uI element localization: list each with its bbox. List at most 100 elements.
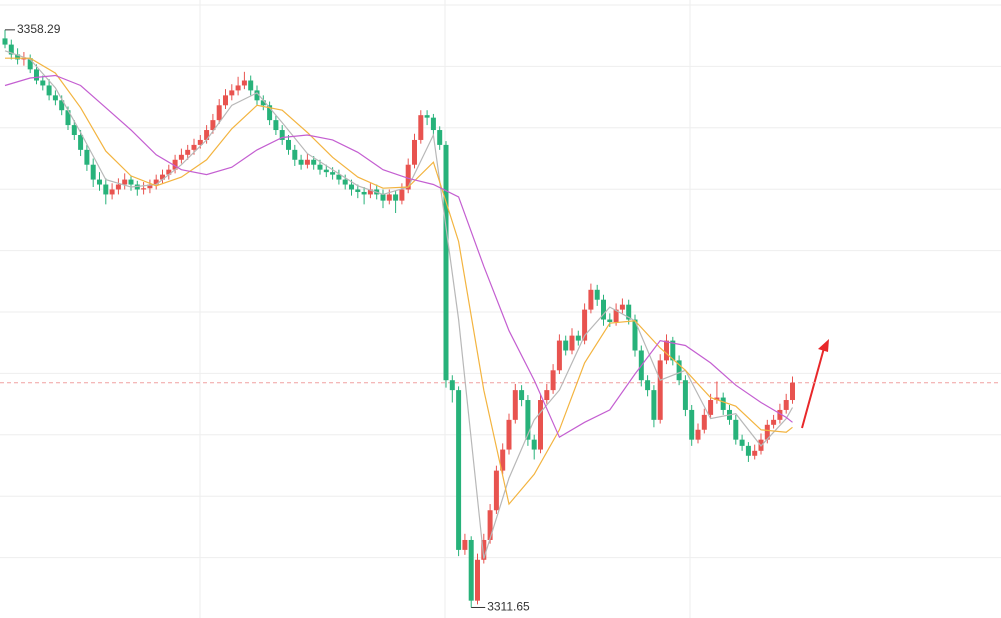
candle-body	[21, 58, 27, 60]
candle-body	[771, 419, 777, 425]
candle-body	[708, 400, 714, 415]
candle-body	[52, 95, 58, 101]
candle-body	[601, 299, 606, 320]
candle-body	[134, 184, 140, 190]
candle-body	[714, 397, 720, 401]
candle-body	[607, 319, 613, 323]
candle-body	[531, 439, 537, 450]
candle-body	[323, 169, 329, 173]
candle-body	[783, 400, 789, 410]
candle-body	[575, 335, 581, 341]
min-label: 3311.65	[487, 600, 530, 614]
candle-body	[475, 559, 480, 601]
candle-body	[330, 172, 336, 175]
candle-body	[777, 409, 783, 420]
candle-body	[160, 174, 165, 180]
candle-body	[241, 80, 247, 86]
candle-body	[468, 539, 474, 601]
candle-body	[304, 159, 310, 165]
candle-body	[115, 184, 121, 190]
candle-body	[632, 319, 638, 351]
candle-body	[90, 164, 96, 180]
candle-body	[443, 144, 449, 381]
candle-body	[380, 194, 386, 201]
candle-body	[279, 130, 285, 140]
candle-body	[682, 380, 688, 410]
candle-body	[519, 390, 525, 401]
max-label: 3358.29	[17, 22, 61, 36]
candle-body	[664, 340, 669, 361]
candle-body	[764, 424, 770, 440]
candle-body	[493, 470, 499, 511]
candle-body	[336, 174, 342, 180]
candle-body	[122, 179, 128, 185]
candle-body	[254, 90, 260, 101]
candle-body	[538, 400, 543, 450]
candle-body	[405, 164, 411, 190]
candle-body	[670, 340, 676, 361]
candle-body	[386, 194, 392, 201]
trend-arrow-head	[818, 339, 829, 352]
trend-arrow	[801, 347, 825, 429]
candle-body	[267, 105, 273, 121]
candle-body	[128, 179, 134, 185]
candle-body	[109, 189, 115, 195]
candle-body	[178, 154, 184, 160]
candle-body	[298, 159, 304, 165]
candle-body	[645, 380, 651, 391]
candle-body	[412, 139, 417, 165]
candle-body	[235, 85, 241, 91]
candle-body	[34, 69, 39, 81]
candle-body	[626, 304, 632, 320]
moving-average-line	[4, 74, 793, 439]
candle-body	[563, 340, 569, 351]
candle-body	[2, 38, 8, 45]
candle-body	[216, 105, 222, 121]
candle-body	[739, 439, 745, 446]
candle-body	[210, 120, 216, 131]
candle-body	[430, 117, 436, 131]
candle-body	[745, 445, 751, 456]
candle-body	[701, 414, 707, 430]
candle-body	[191, 144, 197, 150]
candle-body	[506, 419, 512, 450]
candle-body	[752, 450, 758, 456]
candle-body	[424, 115, 430, 118]
candle-body	[223, 95, 228, 106]
candle-body	[40, 80, 46, 86]
candle-body	[59, 100, 65, 111]
candle-body	[78, 134, 84, 150]
candle-body	[720, 397, 726, 410]
moving-average-line	[4, 50, 794, 559]
candle-body	[418, 115, 424, 140]
candle-body	[311, 159, 317, 165]
candle-body	[569, 335, 575, 351]
candle-body	[8, 44, 14, 55]
candle-body	[689, 409, 695, 440]
candle-body	[46, 85, 52, 96]
candle-body	[97, 179, 102, 185]
candle-body	[273, 120, 279, 131]
candle-body	[71, 125, 77, 135]
candle-body	[147, 184, 153, 189]
candle-body	[248, 80, 254, 91]
candle-body	[185, 149, 191, 155]
candle-body	[393, 194, 399, 201]
candle-body	[361, 191, 367, 195]
candle-body	[15, 54, 21, 60]
candle-body	[525, 400, 531, 440]
candle-body	[292, 149, 298, 160]
candle-body	[204, 130, 210, 140]
candle-body	[556, 340, 562, 371]
candle-body	[500, 449, 506, 471]
candle-body	[355, 189, 361, 192]
candle-body	[588, 289, 594, 310]
candle-body	[367, 189, 373, 195]
candle-body	[437, 130, 443, 145]
candle-body	[790, 382, 795, 401]
candle-body	[456, 390, 462, 550]
candle-body	[27, 58, 33, 70]
